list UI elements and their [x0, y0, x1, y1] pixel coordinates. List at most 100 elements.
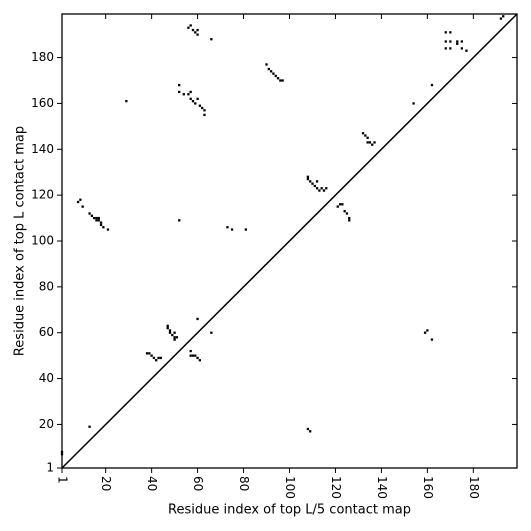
contact-point — [99, 223, 103, 227]
contact-point — [97, 216, 100, 220]
contact-point — [348, 219, 351, 222]
contact-point — [194, 102, 197, 105]
contact-point — [309, 180, 312, 183]
y-tick-label: 1 — [46, 461, 54, 475]
contact-point — [315, 187, 319, 190]
contact-point — [166, 324, 169, 327]
contact-point — [502, 15, 505, 18]
contact-point — [313, 184, 316, 188]
contact-point — [81, 205, 84, 208]
contact-point — [196, 356, 199, 360]
contact-point — [371, 143, 374, 146]
contact-point — [423, 331, 427, 334]
contact-point — [430, 338, 434, 341]
contact-point — [97, 219, 100, 222]
contact-point — [106, 228, 110, 231]
contact-point — [203, 113, 206, 117]
contact-point — [173, 336, 176, 339]
contact-point — [444, 40, 447, 43]
y-tick-label: 80 — [39, 279, 54, 293]
contact-point — [95, 216, 98, 220]
contact-point — [279, 79, 282, 82]
contact-point — [196, 317, 199, 321]
contact-point — [306, 177, 310, 181]
contact-point — [456, 42, 459, 45]
x-tick-label: 40 — [145, 476, 159, 491]
contact-point — [178, 90, 181, 94]
contact-point — [93, 216, 96, 220]
x-tick-label: 1 — [56, 476, 70, 484]
contact-point — [267, 67, 270, 71]
contact-point — [150, 354, 153, 357]
contact-point — [187, 26, 190, 29]
y-tick-label: 40 — [39, 371, 54, 385]
contact-point — [145, 352, 149, 355]
x-tick-label: 20 — [99, 476, 113, 491]
y-axis-label: Residue index of top L contact map — [13, 126, 28, 356]
contact-point — [125, 99, 128, 103]
contact-point — [191, 28, 195, 32]
contact-point — [281, 79, 284, 82]
contact-point — [99, 221, 103, 224]
contact-point — [325, 187, 328, 190]
contact-point — [343, 210, 346, 213]
contact-point — [226, 226, 229, 229]
contact-point — [460, 40, 463, 43]
contact-point — [430, 83, 434, 87]
contact-point — [203, 109, 206, 112]
contact-point — [465, 49, 468, 52]
x-tick-label: 160 — [421, 476, 435, 499]
x-tick-label: 80 — [237, 476, 251, 491]
contact-point — [315, 180, 319, 183]
y-tick-label: 120 — [31, 188, 54, 202]
contact-point — [196, 97, 199, 100]
contact-point — [210, 38, 213, 41]
x-tick-label: 180 — [467, 476, 481, 499]
contact-point — [196, 28, 199, 32]
contact-point — [364, 134, 367, 137]
contact-point — [373, 141, 376, 144]
contact-point — [306, 175, 310, 178]
x-axis-label: Residue index of top L/5 contact map — [168, 503, 411, 518]
contact-point — [173, 331, 176, 334]
contact-point — [210, 331, 213, 334]
contact-point — [269, 70, 273, 73]
contact-point — [322, 189, 326, 192]
contact-point — [189, 354, 192, 357]
y-tick-label: 60 — [39, 325, 54, 339]
contact-point — [306, 427, 310, 431]
contact-point — [499, 17, 503, 20]
contact-point — [426, 329, 429, 332]
contact-point — [189, 90, 192, 94]
contact-point — [178, 83, 181, 87]
contact-point — [449, 31, 452, 34]
contact-point — [244, 228, 247, 231]
contact-point — [274, 74, 277, 78]
contact-point — [90, 214, 94, 217]
contact-point — [265, 63, 268, 66]
contact-point — [148, 352, 151, 355]
contact-point — [198, 104, 202, 107]
contact-point — [341, 203, 344, 206]
contact-point — [311, 182, 314, 185]
contact-point — [187, 93, 190, 96]
contact-point — [178, 219, 181, 222]
contact-point — [444, 31, 447, 34]
y-tick-label: 20 — [39, 417, 54, 431]
contact-point — [173, 338, 176, 341]
contact-point — [449, 40, 452, 43]
contact-point — [168, 329, 172, 332]
contact-point — [456, 40, 459, 43]
contact-point — [194, 354, 197, 357]
diagonal — [61, 13, 518, 469]
contact-point — [444, 47, 447, 50]
contact-point — [159, 356, 162, 360]
contact-point — [412, 102, 415, 105]
y-tick-label: 100 — [31, 234, 54, 248]
contact-point — [189, 349, 192, 353]
contact-point — [95, 219, 98, 222]
contact-point — [338, 203, 342, 206]
contact-point — [345, 212, 349, 215]
contact-point — [191, 99, 195, 103]
